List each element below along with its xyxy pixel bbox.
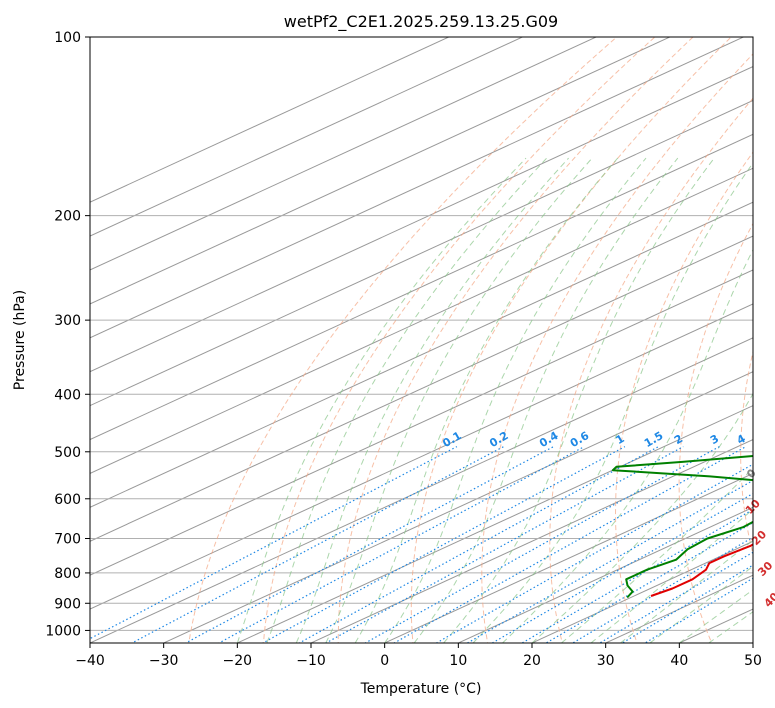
y-tick-label: 300 (54, 313, 81, 329)
moist-adiabat-line (561, 467, 753, 643)
mixing-ratio-line (520, 508, 753, 643)
dry-adiabat-line (549, 97, 753, 643)
chart-title: wetPf2_C2E1.2025.259.13.25.G09 (284, 12, 558, 32)
isotherm-line (90, 269, 753, 576)
x-tick-label: −10 (296, 653, 326, 669)
isotherm-label: 40 (762, 590, 775, 610)
x-tick-label: −20 (223, 653, 253, 669)
y-tick-label: 100 (54, 30, 81, 46)
isotherm-line (236, 405, 753, 643)
y-tick-label: 900 (54, 596, 81, 612)
dry-adiabat-line (481, 53, 753, 643)
mixing-ratio-line (184, 446, 554, 643)
isotherm-label: 30 (755, 559, 775, 579)
y-axis-title: Pressure (hPa) (12, 290, 28, 390)
moist-adiabat-line (236, 157, 527, 643)
isotherm-line (90, 201, 753, 508)
moist-adiabat-line (443, 157, 715, 643)
y-tick-label: 600 (54, 492, 81, 508)
y-tick-label: 1000 (45, 623, 81, 639)
moist-adiabat-line (472, 162, 753, 643)
mixing-ratio-line (435, 463, 753, 643)
x-axis-title: Temperature (°C) (360, 681, 482, 697)
isotherm-line (530, 540, 753, 643)
plot-layer (90, 37, 753, 643)
isotherm-line (90, 133, 753, 441)
isotherm-line (90, 37, 524, 237)
isotherm-line (90, 99, 753, 407)
x-tick-label: 20 (523, 653, 541, 669)
isotherm-line (90, 65, 753, 373)
mixing-ratio-line (90, 446, 458, 640)
isotherm-line (90, 37, 450, 203)
y-tick-label: 200 (54, 209, 81, 225)
isotherm-line (90, 303, 753, 610)
y-tick-label: 400 (54, 387, 81, 403)
x-tick-label: 50 (744, 653, 762, 669)
x-tick-label: −40 (75, 653, 105, 669)
mixing-ratio-line (217, 446, 585, 643)
y-tick-label: 500 (54, 445, 81, 461)
moist-adiabat-line (354, 157, 619, 643)
dry-adiabat-line (188, 37, 618, 643)
y-tick-label: 700 (54, 532, 81, 548)
dry-adiabat-line (740, 349, 753, 556)
mixing-ratio-line (392, 446, 747, 643)
isotherm-line (90, 235, 753, 542)
isotherm-line (457, 506, 753, 643)
moist-adiabat-line (649, 565, 753, 643)
x-tick-label: 40 (670, 653, 688, 669)
moist-adiabat-line (502, 248, 753, 643)
isotherm-line (90, 167, 753, 474)
moist-adiabat-line (531, 392, 753, 643)
mixing-ratio-line (545, 521, 753, 643)
isotherm-line (90, 37, 671, 305)
dry-adiabat-line (337, 37, 694, 643)
plot-background (90, 37, 753, 643)
dry-adiabat-line (614, 151, 753, 643)
moist-adiabat-line (413, 157, 679, 643)
x-tick-label: 0 (380, 653, 389, 669)
x-tick-label: 30 (597, 653, 615, 669)
moist-adiabat-line (295, 157, 569, 643)
isotherm-line (162, 371, 753, 643)
moist-adiabat-line (325, 157, 593, 643)
y-tick-label: 800 (54, 566, 81, 582)
dry-adiabat-line (410, 37, 732, 643)
moist-adiabat-line (266, 157, 548, 643)
mixing-ratio-line (364, 446, 720, 643)
dry-adiabat-line (262, 37, 656, 643)
mixing-ratio-line (491, 492, 753, 643)
temperature-profile-line (650, 543, 753, 597)
plot-frame (89, 36, 754, 644)
dry-adiabat-line (678, 222, 753, 643)
isotherm-line (90, 37, 598, 271)
x-tick-label: 10 (449, 653, 467, 669)
isotherm-line (90, 337, 753, 643)
axis-ticks: −40 −30 −20 −10 0 10 20 30 40 50 100 200 300 400 500 60… (45, 30, 762, 669)
isotherm-line (309, 438, 753, 643)
mixing-ratio-line (261, 446, 626, 643)
mixing-ratio-line (571, 536, 753, 643)
isotherm-line (383, 472, 753, 643)
isotherm-line (90, 37, 745, 339)
moist-adiabat-line (620, 539, 753, 643)
dewpoint-profile-line (611, 455, 753, 599)
mixing-ratio-line (297, 446, 659, 643)
x-tick-label: −30 (149, 653, 179, 669)
